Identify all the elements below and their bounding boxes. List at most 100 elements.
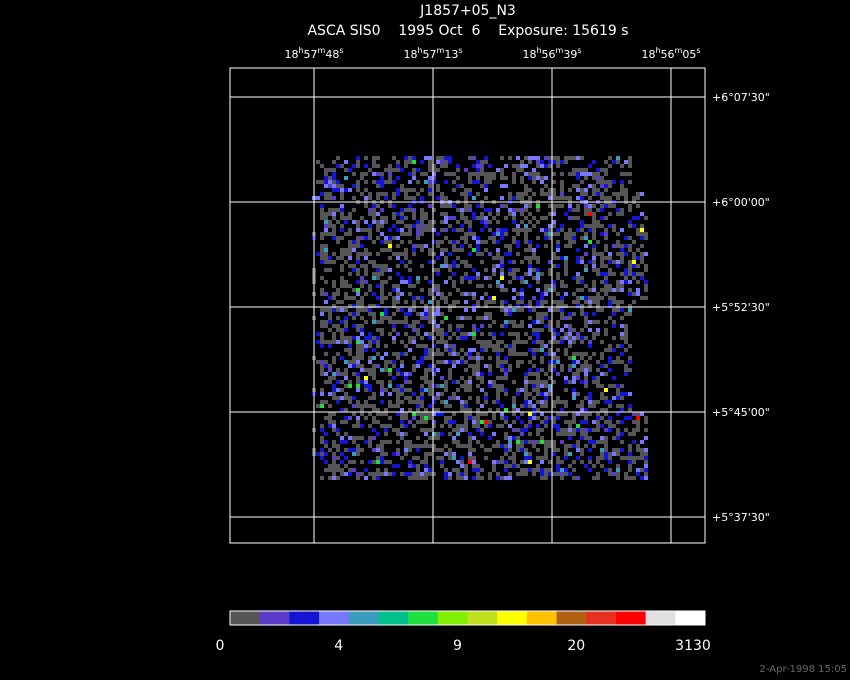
image-pixel (568, 364, 572, 368)
image-pixel (368, 396, 372, 400)
image-pixel (336, 328, 340, 332)
image-pixel (320, 424, 324, 428)
image-pixel (604, 292, 608, 296)
image-pixel (368, 444, 372, 448)
image-pixel (476, 428, 480, 432)
image-pixel (496, 440, 500, 444)
image-pixel (392, 324, 396, 328)
image-pixel (540, 420, 544, 424)
image-pixel (524, 184, 528, 188)
image-pixel (464, 388, 468, 392)
image-pixel (352, 248, 356, 252)
image-pixel (336, 352, 340, 356)
image-pixel (332, 308, 336, 312)
image-pixel (568, 240, 572, 244)
ra-label-part: 18 (284, 48, 298, 61)
image-pixel (628, 404, 632, 408)
image-pixel (608, 260, 612, 264)
image-pixel (576, 376, 580, 380)
image-pixel (536, 416, 540, 420)
image-pixel (496, 284, 500, 288)
image-pixel (496, 208, 500, 212)
image-pixel (632, 276, 636, 280)
image-pixel (392, 360, 396, 364)
image-pixel (468, 396, 472, 400)
image-pixel (604, 280, 608, 284)
image-pixel (556, 464, 560, 468)
image-pixel (336, 444, 340, 448)
image-pixel (568, 368, 572, 372)
image-pixel (420, 316, 424, 320)
image-pixel (324, 292, 328, 296)
image-pixel (476, 240, 480, 244)
image-pixel (324, 256, 328, 260)
image-pixel (380, 460, 384, 464)
image-pixel (532, 296, 536, 300)
image-pixel (432, 208, 436, 212)
image-pixel (576, 332, 580, 336)
image-pixel (520, 208, 524, 212)
image-pixel (348, 436, 352, 440)
image-pixel (392, 284, 396, 288)
image-pixel (644, 264, 648, 268)
image-pixel (328, 176, 332, 180)
image-pixel (556, 204, 560, 208)
image-pixel (596, 328, 600, 332)
image-pixel (608, 428, 612, 432)
image-pixel (620, 344, 624, 348)
image-pixel (416, 180, 420, 184)
image-pixel (380, 176, 384, 180)
image-pixel (332, 336, 336, 340)
image-pixel (572, 364, 576, 368)
image-pixel (452, 396, 456, 400)
image-pixel (348, 252, 352, 256)
image-pixel (476, 284, 480, 288)
image-pixel (504, 444, 508, 448)
image-pixel (392, 428, 396, 432)
image-pixel (500, 260, 504, 264)
image-pixel (536, 300, 540, 304)
image-pixel (496, 232, 500, 236)
image-pixel (620, 192, 624, 196)
image-pixel (400, 220, 404, 224)
image-pixel (628, 224, 632, 228)
image-pixel (476, 216, 480, 220)
image-pixel (600, 168, 604, 172)
image-pixel (564, 428, 568, 432)
image-pixel (584, 172, 588, 176)
image-pixel (432, 296, 436, 300)
image-pixel (368, 356, 372, 360)
image-pixel (404, 164, 408, 168)
image-pixel (464, 300, 468, 304)
image-pixel (348, 232, 352, 236)
image-pixel (400, 436, 404, 440)
image-pixel (344, 220, 348, 224)
image-pixel (320, 360, 324, 364)
image-pixel (552, 204, 556, 208)
image-pixel (492, 460, 496, 464)
colorbar-swatch (526, 611, 558, 625)
image-pixel (440, 352, 444, 356)
image-pixel (464, 208, 468, 212)
image-pixel (532, 248, 536, 252)
image-pixel (512, 272, 516, 276)
image-pixel (600, 180, 604, 184)
image-pixel (320, 404, 324, 408)
image-pixel (640, 252, 644, 256)
image-pixel (376, 304, 380, 308)
image-pixel (424, 224, 428, 228)
image-pixel (380, 320, 384, 324)
image-pixel (380, 172, 384, 176)
image-pixel (408, 348, 412, 352)
image-pixel (500, 368, 504, 372)
image-pixel (516, 164, 520, 168)
image-pixel (472, 420, 476, 424)
image-pixel (460, 400, 464, 404)
image-pixel (400, 216, 404, 220)
image-pixel (368, 192, 372, 196)
image-pixel (404, 248, 408, 252)
image-pixel (444, 380, 448, 384)
image-pixel (384, 236, 388, 240)
image-pixel (612, 320, 616, 324)
image-pixel (404, 208, 408, 212)
